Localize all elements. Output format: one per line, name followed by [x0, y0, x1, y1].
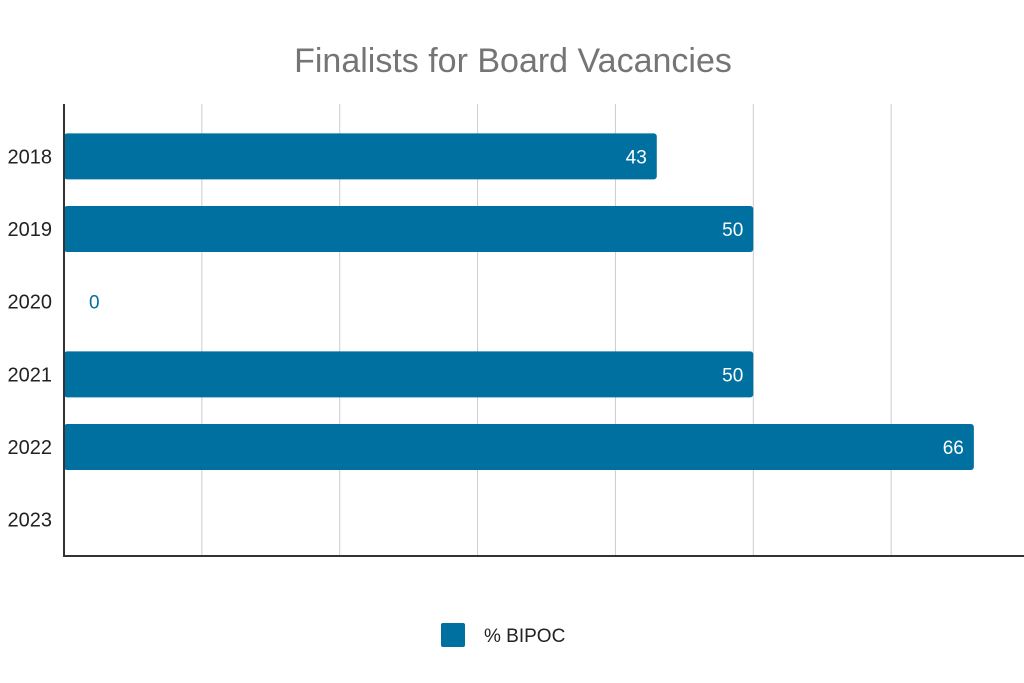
- data-label: 50: [722, 220, 743, 241]
- data-label: 66: [943, 438, 964, 459]
- axes: [63, 104, 1024, 557]
- bar: [64, 351, 754, 398]
- y-tick-label: 2022: [8, 437, 53, 459]
- legend-label: % BIPOC: [484, 626, 565, 647]
- y-tick-labels: 2018 2019 2020 2021 2022 2023: [8, 146, 53, 531]
- bar: [64, 424, 974, 470]
- bar: [64, 206, 754, 252]
- bar: [64, 133, 657, 180]
- bars: 43 50 0 50 66: [64, 133, 974, 470]
- y-tick-label: 2019: [8, 219, 53, 241]
- y-tick-label: 2020: [8, 292, 53, 314]
- legend: % BIPOC: [441, 623, 565, 647]
- y-tick-label: 2021: [8, 364, 53, 386]
- y-tick-label: 2018: [8, 146, 53, 168]
- data-label: 50: [722, 365, 743, 386]
- data-label: 43: [626, 147, 647, 168]
- data-label: 0: [89, 293, 100, 314]
- y-tick-label: 2023: [8, 510, 53, 532]
- chart-title: Finalists for Board Vacancies: [294, 42, 732, 80]
- legend-swatch: [441, 623, 465, 647]
